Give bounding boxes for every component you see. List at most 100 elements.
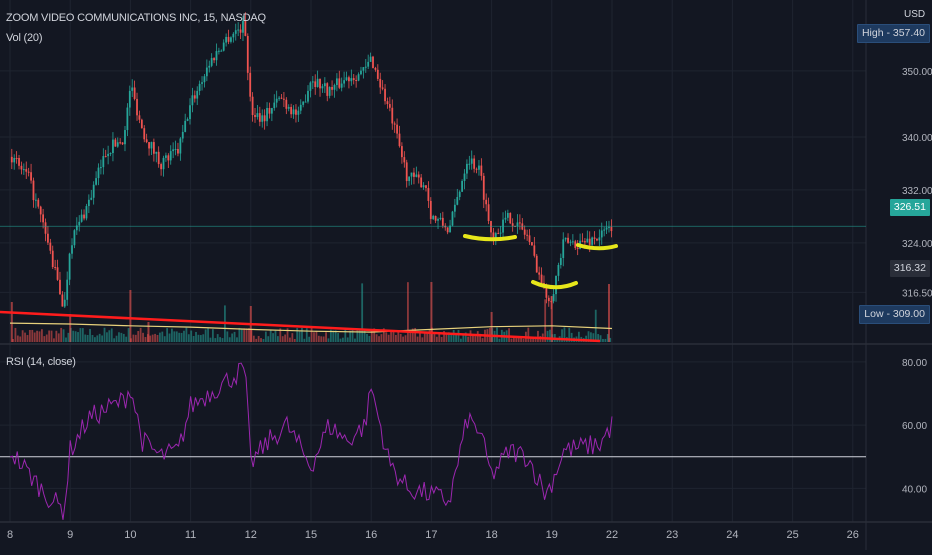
candle-body xyxy=(292,109,295,115)
volume-spike xyxy=(147,322,150,342)
candle-body xyxy=(393,123,396,125)
volume-bar xyxy=(462,335,465,342)
volume-bar xyxy=(142,332,144,342)
candle-body xyxy=(237,29,240,31)
volume-bar xyxy=(79,328,82,342)
candle-body xyxy=(516,222,519,227)
volume-bar xyxy=(590,332,592,342)
price-tick-label: 350.00 xyxy=(902,67,932,78)
candle-body xyxy=(109,153,112,155)
candle-body xyxy=(25,169,28,172)
volume-bar xyxy=(240,328,243,342)
candle-body xyxy=(538,272,541,275)
volume-bar xyxy=(257,336,260,342)
volume-bar xyxy=(378,336,380,342)
candle-body xyxy=(270,108,273,114)
volume-bar xyxy=(197,334,200,342)
time-tick-label: 12 xyxy=(245,529,257,541)
volume-bar xyxy=(447,332,450,342)
volume-bar xyxy=(373,328,376,342)
candle-body xyxy=(263,115,266,122)
volume-bar xyxy=(421,337,424,342)
volume-bar xyxy=(344,327,347,342)
volume-bar xyxy=(216,334,219,342)
candle-body xyxy=(331,86,333,90)
volume-bar xyxy=(587,331,590,342)
volume-bar xyxy=(498,338,501,342)
candle-body xyxy=(528,235,531,243)
candle-body xyxy=(18,158,20,166)
candle-body xyxy=(432,215,435,219)
candle-body xyxy=(302,101,305,105)
candle-body xyxy=(285,99,288,109)
rsi-tick-label: 40.00 xyxy=(902,484,927,495)
candle-body xyxy=(458,191,461,198)
candle-body xyxy=(172,149,175,152)
candle-body xyxy=(511,223,514,226)
volume-bar xyxy=(549,329,551,342)
volume-bar xyxy=(404,335,407,342)
candle-body xyxy=(600,230,603,238)
candle-body xyxy=(152,142,155,154)
price-tick-label: 340.00 xyxy=(902,133,932,144)
candle-body xyxy=(128,90,131,108)
volume-bar xyxy=(31,329,34,342)
volume-bar xyxy=(457,329,460,342)
volume-bar xyxy=(183,330,185,342)
volume-bar xyxy=(192,335,195,342)
candle-body xyxy=(299,104,302,111)
candle-body xyxy=(326,83,329,96)
volume-bar xyxy=(211,329,214,342)
candle-body xyxy=(311,81,314,83)
volume-bar xyxy=(60,327,63,342)
volume-bar xyxy=(77,332,79,342)
candle-body xyxy=(78,221,81,226)
volume-bar xyxy=(286,328,289,342)
volume-bar xyxy=(262,338,265,342)
time-tick-label: 22 xyxy=(606,529,618,541)
volume-bar xyxy=(264,331,267,342)
candle-body xyxy=(307,90,309,102)
volume-bar xyxy=(195,331,197,342)
volume-bar xyxy=(594,309,597,342)
volume-bar xyxy=(293,338,296,342)
candle-body xyxy=(297,110,300,115)
volume-bar xyxy=(428,329,431,342)
volume-bar xyxy=(28,329,31,342)
volume-bar xyxy=(534,336,537,342)
candle-body xyxy=(574,241,577,248)
candle-body xyxy=(441,217,444,226)
volume-bar xyxy=(409,331,412,342)
volume-bar xyxy=(346,337,349,342)
candle-body xyxy=(196,90,199,99)
volume-bar xyxy=(122,333,125,342)
candle-body xyxy=(552,294,555,302)
candle-body xyxy=(379,78,382,88)
volume-bar xyxy=(337,333,339,342)
volume-bar xyxy=(67,332,70,342)
volume-bar xyxy=(298,331,301,342)
candle-body xyxy=(251,96,254,116)
candle-body xyxy=(234,30,237,34)
candle-body xyxy=(603,229,606,231)
volume-bar xyxy=(84,334,87,342)
volume-bar xyxy=(276,336,279,342)
candle-body xyxy=(350,78,353,82)
candle-body xyxy=(169,151,172,161)
candle-body xyxy=(420,177,423,188)
volume-bar xyxy=(279,328,282,342)
volume-bar xyxy=(50,330,53,342)
volume-bar xyxy=(190,330,193,342)
candle-body xyxy=(85,206,88,219)
volume-bar xyxy=(96,335,99,342)
volume-bar xyxy=(207,328,209,342)
candle-body xyxy=(401,146,403,158)
candle-body xyxy=(569,241,572,243)
candle-body xyxy=(278,97,280,99)
volume-bar xyxy=(438,333,441,342)
volume-bar xyxy=(62,329,65,342)
candle-body xyxy=(254,115,256,118)
volume-bar xyxy=(532,337,535,342)
